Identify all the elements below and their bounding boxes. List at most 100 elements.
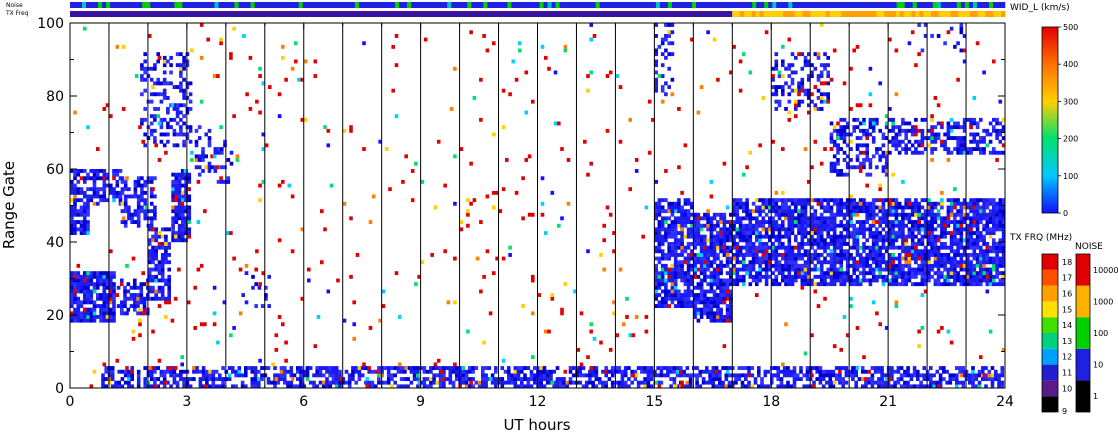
echo-pixel xyxy=(123,369,128,374)
echo-pixel xyxy=(933,242,938,246)
echo-pixel xyxy=(664,271,668,276)
echo-pixel xyxy=(857,377,862,381)
echo-pixel xyxy=(712,238,717,243)
echo-pixel xyxy=(321,384,326,389)
echo-pixel xyxy=(912,384,917,389)
echo-pixel xyxy=(803,253,808,257)
echo-pixel xyxy=(946,231,951,235)
echo-pixel xyxy=(998,132,1003,137)
echo-pixel xyxy=(164,380,168,385)
echo-pixel xyxy=(76,263,81,268)
echo-pixel xyxy=(862,223,866,228)
echo-pixel xyxy=(73,300,77,305)
echo-pixel xyxy=(959,30,964,35)
echo-pixel xyxy=(96,172,100,177)
echo-pixel xyxy=(774,201,779,206)
echo-pixel xyxy=(76,307,81,312)
echo-pixel xyxy=(761,227,766,232)
noise-strip-cell xyxy=(972,2,978,8)
echo-pixel xyxy=(154,293,158,297)
echo-pixel xyxy=(169,384,173,389)
echo-pixel xyxy=(102,362,107,367)
echo-pixel xyxy=(933,249,938,254)
echo-pixel xyxy=(819,99,824,104)
echo-pixel xyxy=(258,183,262,188)
echo-pixel xyxy=(670,267,675,272)
txfreq-strip-cell xyxy=(814,11,819,17)
echo-pixel xyxy=(610,369,615,374)
echo-pixel xyxy=(157,278,162,283)
echo-pixel xyxy=(969,209,973,214)
echo-pixel xyxy=(719,220,723,224)
echo-pixel xyxy=(794,216,798,221)
echo-pixel xyxy=(777,238,782,243)
echo-pixel xyxy=(982,253,986,257)
noise-strip-cell xyxy=(756,2,761,8)
echo-pixel xyxy=(703,274,707,279)
echo-pixel xyxy=(923,34,928,38)
echo-pixel xyxy=(979,260,983,265)
echo-pixel xyxy=(623,366,628,370)
echo-pixel xyxy=(852,231,856,235)
echo-pixel xyxy=(725,260,730,265)
echo-pixel xyxy=(923,278,928,283)
echo-pixel xyxy=(998,271,1003,276)
echo-pixel xyxy=(760,380,764,385)
echo-pixel xyxy=(219,37,223,42)
echo-pixel xyxy=(881,205,886,210)
noise-strip-cell xyxy=(623,2,629,8)
echo-pixel xyxy=(768,253,772,257)
echo-pixel xyxy=(836,212,840,217)
echo-pixel xyxy=(786,369,790,374)
echo-pixel xyxy=(171,231,175,235)
echo-pixel xyxy=(953,274,957,279)
echo-pixel xyxy=(936,253,941,257)
echo-pixel xyxy=(99,176,103,181)
echo-pixel xyxy=(917,201,921,206)
echo-pixel xyxy=(664,300,668,305)
echo-pixel xyxy=(177,179,182,184)
echo-pixel xyxy=(930,245,934,250)
echo-pixel xyxy=(823,92,827,97)
echo-pixel xyxy=(790,209,795,214)
echo-pixel xyxy=(706,282,710,287)
echo-pixel xyxy=(914,260,918,265)
echo-pixel xyxy=(377,377,381,381)
echo-pixel xyxy=(901,271,905,276)
echo-pixel xyxy=(660,253,665,257)
echo-pixel xyxy=(722,278,727,283)
echo-pixel xyxy=(914,274,918,279)
echo-pixel xyxy=(803,263,808,268)
echo-pixel xyxy=(448,369,453,374)
echo-pixel xyxy=(920,271,925,276)
echo-pixel xyxy=(930,139,934,144)
echo-pixel xyxy=(190,150,194,155)
echo-pixel xyxy=(841,377,845,381)
echo-pixel xyxy=(699,242,704,246)
echo-pixel xyxy=(703,253,707,257)
echo-pixel xyxy=(936,201,941,206)
echo-pixel xyxy=(142,304,147,308)
echo-pixel xyxy=(894,238,899,243)
echo-pixel xyxy=(130,373,134,378)
echo-pixel xyxy=(784,267,788,272)
echo-pixel xyxy=(706,223,710,228)
echo-pixel xyxy=(115,179,120,184)
echo-pixel xyxy=(906,380,910,385)
echo-pixel xyxy=(794,245,798,250)
echo-pixel xyxy=(731,380,735,385)
echo-pixel xyxy=(143,143,147,148)
echo-pixel xyxy=(729,231,733,235)
echo-pixel xyxy=(748,282,753,287)
echo-pixel xyxy=(823,274,827,279)
echo-pixel xyxy=(153,63,157,68)
echo-pixel xyxy=(777,216,782,221)
echo-pixel xyxy=(868,256,873,261)
echo-pixel xyxy=(675,369,680,374)
echo-pixel xyxy=(803,274,808,279)
echo-pixel xyxy=(891,234,895,239)
echo-pixel xyxy=(988,274,993,279)
echo-pixel xyxy=(959,147,964,151)
echo-pixel xyxy=(657,238,662,243)
echo-pixel xyxy=(813,249,818,254)
